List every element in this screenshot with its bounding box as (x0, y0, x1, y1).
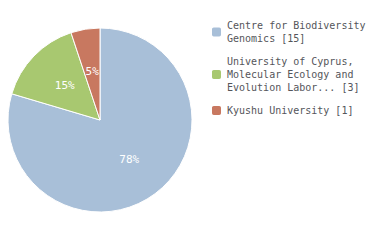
svg-text:Centre for Biodiversity: Centre for Biodiversity (227, 20, 365, 31)
svg-text:Molecular Ecology and: Molecular Ecology and (227, 69, 353, 80)
svg-text:15%: 15% (55, 79, 75, 92)
svg-text:Genomics [15]: Genomics [15] (227, 33, 305, 44)
svg-text:5%: 5% (86, 65, 100, 78)
svg-text:Evolution Labor... [3]: Evolution Labor... [3] (227, 82, 359, 93)
svg-text:78%: 78% (119, 153, 139, 166)
svg-text:University of Cyprus,: University of Cyprus, (227, 56, 353, 67)
svg-text:Kyushu University [1]: Kyushu University [1] (227, 105, 353, 116)
